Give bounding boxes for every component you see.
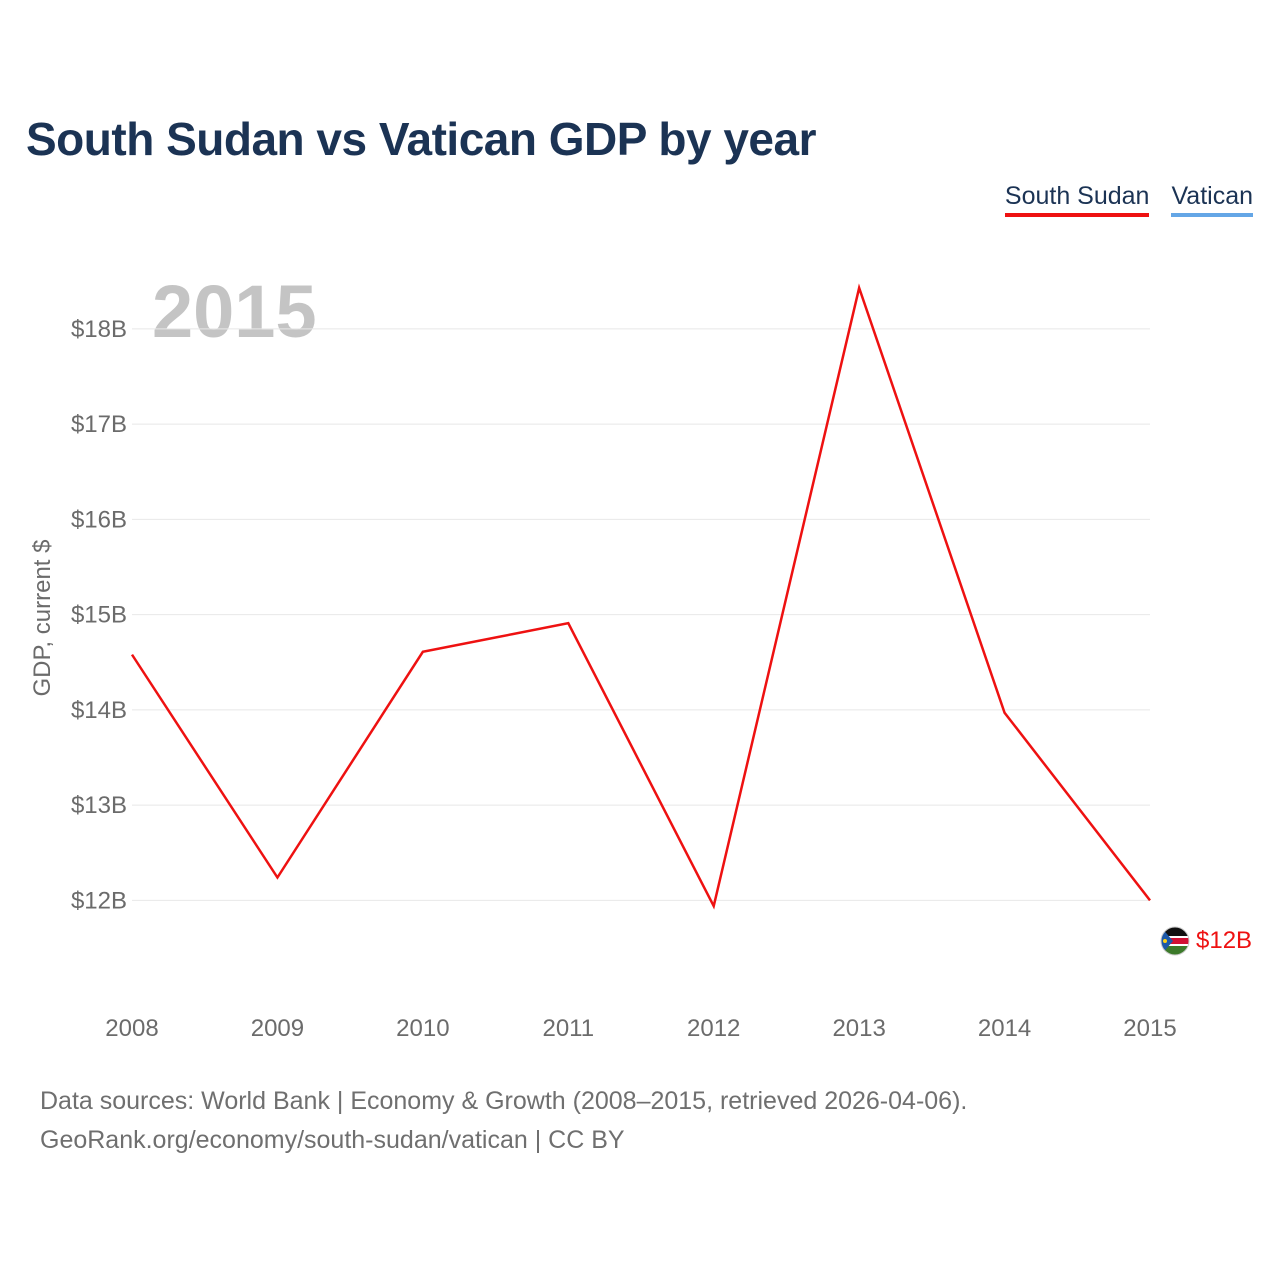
x-tick-label: 2013 (832, 1015, 885, 1042)
x-tick-label: 2014 (978, 1015, 1031, 1042)
year-watermark: 2015 (152, 270, 317, 353)
y-tick-label: $13B (71, 792, 127, 819)
grid-lines (132, 328, 1150, 901)
y-tick-label: $16B (71, 506, 127, 533)
attribution-link[interactable]: GeoRank.org/economy/south-sudan/vatican … (40, 1126, 625, 1154)
x-tick-label: 2008 (105, 1015, 158, 1042)
x-tick-label: 2010 (396, 1015, 449, 1042)
x-tick-label: 2015 (1123, 1015, 1176, 1042)
south-sudan-flag-icon (1160, 926, 1190, 956)
legend-item-south-sudan[interactable]: South Sudan (1004, 182, 1150, 217)
x-tick-label: 2009 (251, 1015, 304, 1042)
chart-title: South Sudan vs Vatican GDP by year (26, 113, 816, 165)
y-tick-label: $12B (71, 887, 127, 914)
series-line-south-sudan[interactable] (130, 283, 1151, 910)
footer: Data sources: World Bank | Economy & Gro… (40, 1082, 967, 1160)
y-tick-label: $14B (71, 697, 127, 724)
y-tick-label: $17B (71, 411, 127, 438)
y-tick-label: $18B (71, 316, 127, 343)
x-tick-label: 2012 (687, 1015, 740, 1042)
y-axis-ticks: $12B $13B $14B $15B $16B $17B $18B (71, 316, 127, 915)
series-lines (130, 283, 1151, 910)
x-axis-ticks: 2008 2009 2010 2011 2012 2013 2014 2015 (105, 1015, 1176, 1042)
y-axis-label: GDP, current $ (29, 540, 56, 697)
x-tick-label: 2011 (542, 1015, 594, 1042)
legend: South Sudan Vatican (1004, 182, 1253, 217)
y-tick-label: $15B (71, 602, 127, 629)
data-sources-text: Data sources: World Bank | Economy & Gro… (40, 1087, 968, 1115)
end-marker: $12B (1160, 926, 1252, 956)
end-value-label: $12B (1196, 927, 1252, 954)
legend-item-vatican[interactable]: Vatican (1171, 182, 1253, 217)
